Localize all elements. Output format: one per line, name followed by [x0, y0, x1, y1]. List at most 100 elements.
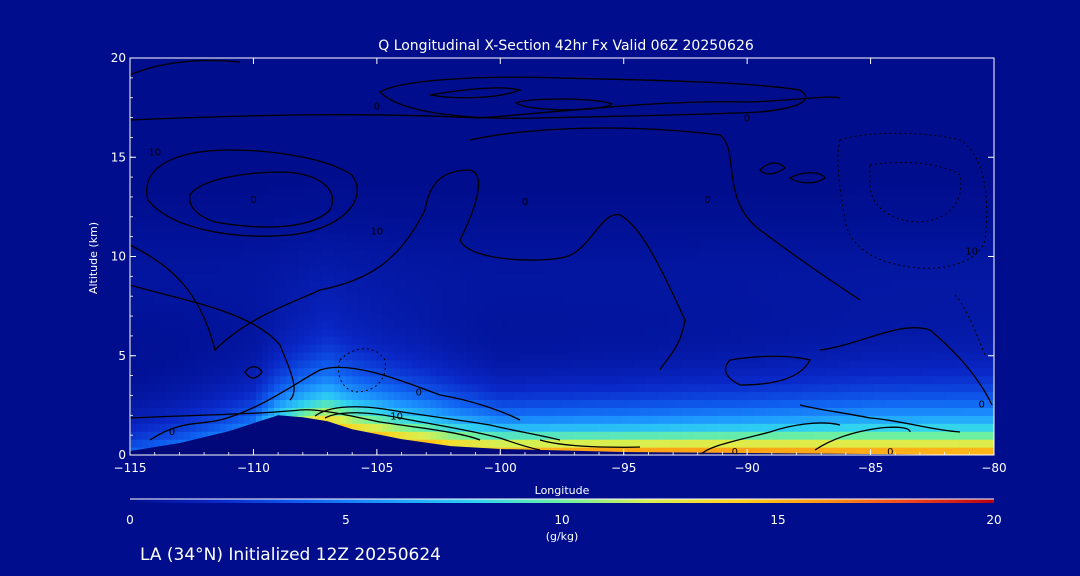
heat-cell: [466, 327, 473, 337]
heat-cell: [136, 137, 143, 146]
heat-cell: [652, 97, 659, 107]
heat-cell: [292, 343, 299, 353]
heat-cell: [274, 121, 281, 131]
heat-cell: [718, 200, 725, 210]
heat-cell: [664, 431, 671, 440]
heat-cell: [496, 161, 503, 170]
heat-cell: [256, 327, 263, 337]
heat-cell: [634, 58, 641, 67]
heat-cell: [238, 185, 245, 194]
heat-cell: [286, 97, 293, 107]
heat-cell: [286, 216, 293, 226]
heat-cell: [628, 399, 635, 408]
heat-cell: [130, 359, 137, 369]
heat-cell: [664, 407, 671, 416]
heat-cell: [646, 105, 653, 115]
heat-cell: [394, 240, 401, 250]
heat-cell: [268, 89, 275, 99]
heat-cell: [430, 200, 437, 210]
heat-cell: [646, 320, 653, 329]
heat-cell: [628, 232, 635, 242]
heat-cell: [712, 240, 719, 250]
heat-cell: [424, 89, 431, 99]
heat-cell: [502, 423, 509, 432]
heat-cell: [448, 256, 455, 266]
heat-cell: [358, 232, 365, 242]
heat-cell: [208, 185, 215, 194]
heat-cell: [628, 65, 635, 75]
heat-cell: [148, 232, 155, 242]
heat-cell: [694, 192, 701, 202]
heat-cell: [724, 240, 731, 250]
heat-cell: [472, 256, 479, 266]
heat-cell: [340, 367, 347, 377]
heat-cell: [592, 399, 599, 408]
heat-cell: [388, 248, 395, 258]
heat-cell: [598, 375, 605, 385]
heat-cell: [238, 129, 245, 138]
heat-cell: [442, 383, 449, 393]
heat-cell: [634, 137, 641, 146]
heat-cell: [220, 351, 227, 361]
heat-cell: [472, 312, 479, 321]
heat-cell: [364, 97, 371, 107]
heat-cell: [526, 383, 533, 393]
heat-cell: [244, 137, 251, 146]
heat-cell: [556, 272, 563, 281]
heat-cell: [160, 129, 167, 138]
heat-cell: [442, 312, 449, 321]
heat-cell: [430, 177, 437, 186]
heat-cell: [640, 288, 647, 297]
heat-cell: [502, 200, 509, 210]
heat-cell: [322, 280, 329, 289]
heat-cell: [424, 415, 431, 424]
heat-cell: [316, 73, 323, 83]
heat-cell: [538, 391, 545, 401]
heat-cell: [292, 240, 299, 250]
heat-cell: [280, 351, 287, 361]
heat-cell: [676, 272, 683, 281]
heat-cell: [268, 375, 275, 385]
heat-cell: [616, 256, 623, 266]
heat-cell: [652, 208, 659, 218]
heat-cell: [670, 161, 677, 170]
heat-cell: [334, 327, 341, 337]
heat-cell: [670, 320, 677, 329]
heat-cell: [334, 129, 341, 138]
heat-cell: [520, 264, 527, 273]
heat-cell: [364, 399, 371, 408]
heat-cell: [604, 216, 611, 226]
heat-cell: [604, 280, 611, 289]
heat-cell: [304, 97, 311, 107]
heat-cell: [712, 359, 719, 369]
heat-cell: [550, 399, 557, 408]
heat-cell: [334, 192, 341, 202]
heat-cell: [616, 288, 623, 297]
heat-cell: [694, 415, 701, 424]
heat-cell: [706, 375, 713, 385]
heat-cell: [376, 177, 383, 186]
heat-cell: [682, 327, 689, 337]
heat-cell: [316, 97, 323, 107]
heat-cell: [358, 407, 365, 416]
heat-cell: [544, 65, 551, 75]
heat-cell: [460, 224, 467, 234]
heat-cell: [154, 439, 161, 448]
heat-cell: [604, 137, 611, 146]
heat-cell: [502, 296, 509, 305]
heat-cell: [478, 169, 485, 178]
heat-cell: [412, 391, 419, 401]
heat-cell: [466, 383, 473, 393]
heat-cell: [574, 383, 581, 393]
heat-cell: [526, 208, 533, 218]
heat-cell: [142, 58, 149, 67]
heat-cell: [322, 320, 329, 329]
heat-cell: [544, 208, 551, 218]
heat-cell: [394, 129, 401, 138]
heat-cell: [718, 137, 725, 146]
heat-cell: [520, 185, 527, 194]
heat-cell: [310, 200, 317, 210]
heat-cell: [262, 296, 269, 305]
heat-cell: [598, 177, 605, 186]
heat-cell: [340, 121, 347, 131]
